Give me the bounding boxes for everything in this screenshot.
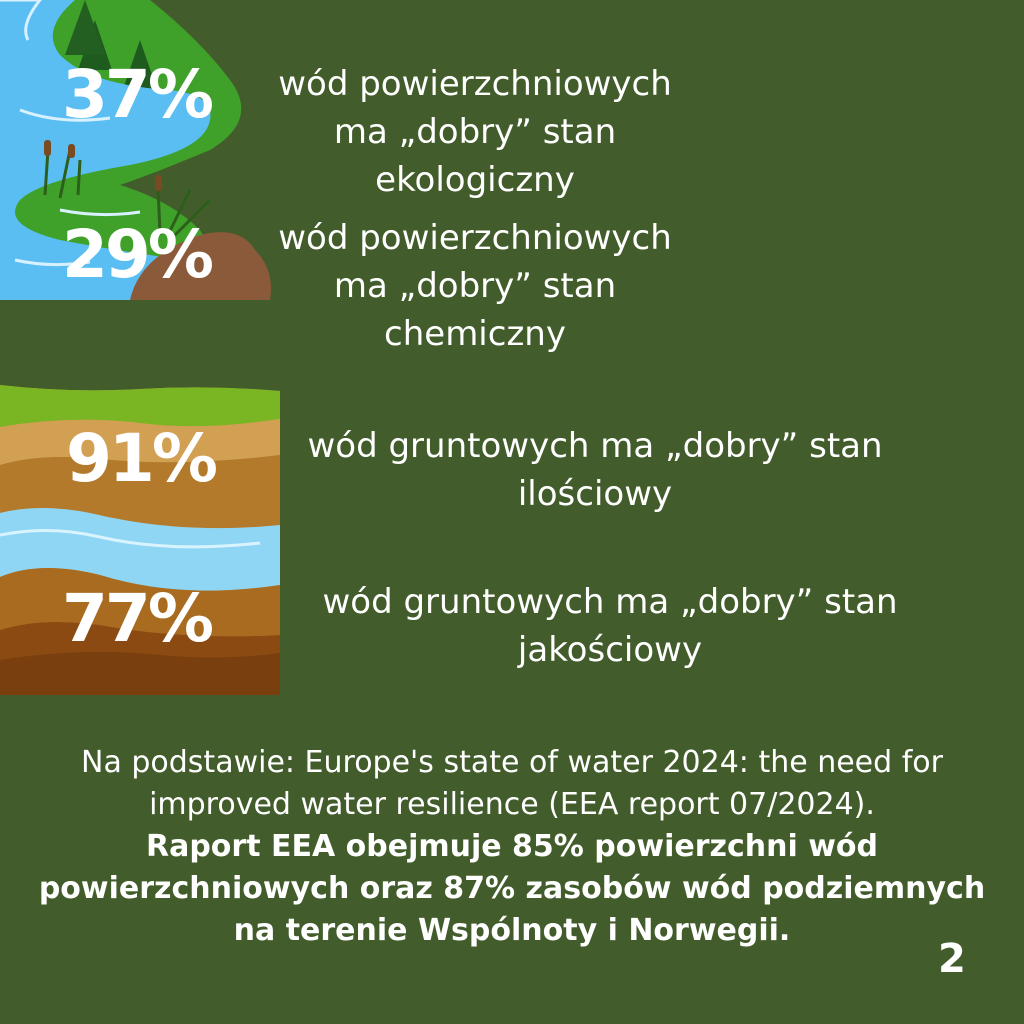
tree-icon	[122, 40, 158, 92]
groundwater-layer	[0, 508, 280, 591]
reeds-icon	[43, 149, 212, 237]
stat-value-ground-quality: 77%	[62, 580, 214, 657]
stat-text-ground-quality: wód gruntowych ma „dobry” stan jakościow…	[322, 582, 898, 670]
river-water	[0, 0, 235, 300]
stat-text-ground-quantity: wód gruntowych ma „dobry” stan ilościowy	[307, 426, 883, 514]
source-highlight: Raport EEA obejmuje 85% powierzchni wód …	[38, 829, 986, 948]
stat-text-surface-ecological: wód powierzchniowych ma „dobry” stan eko…	[278, 64, 672, 200]
grass-layer	[0, 385, 280, 427]
river-illustration	[0, 0, 290, 300]
stat-value-surface-chemical: 29%	[62, 216, 214, 293]
rock-shape	[130, 232, 271, 300]
source-note: Na podstawie: Europe's state of water 20…	[30, 742, 994, 952]
stat-text-surface-chemical: wód powierzchniowych ma „dobry” stan che…	[278, 218, 672, 354]
stat-value-surface-ecological: 37%	[62, 56, 214, 133]
stat-value-ground-quantity: 91%	[66, 420, 218, 497]
page-number: 2	[938, 936, 966, 982]
soil-illustration	[0, 385, 280, 695]
source-intro: Na podstawie: Europe's state of water 20…	[81, 745, 943, 822]
